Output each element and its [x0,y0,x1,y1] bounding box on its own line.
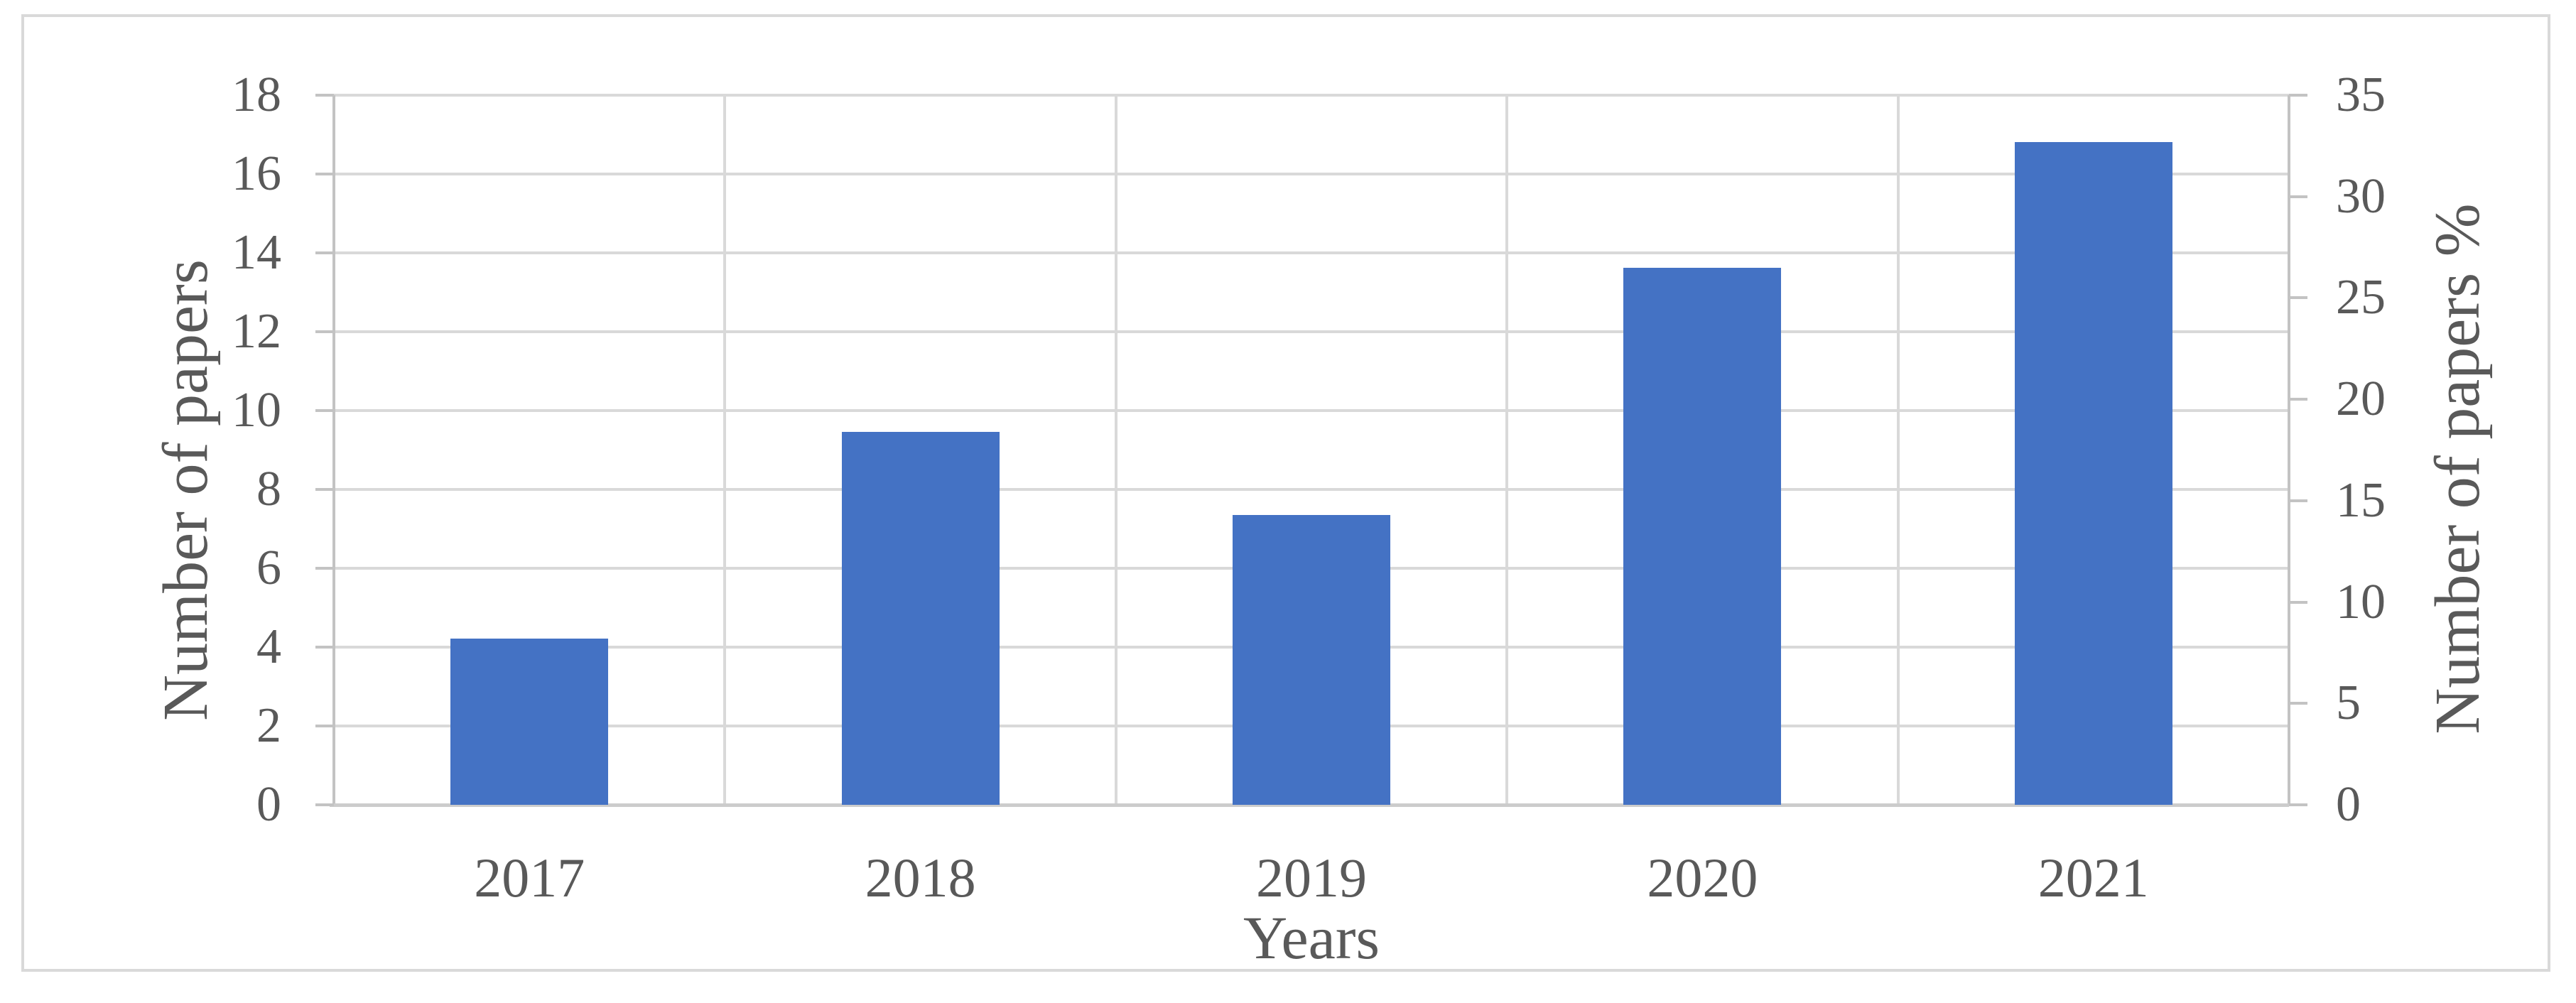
v-gridline [723,95,727,805]
left-y-axis-tick [315,251,334,254]
right-y-axis-tick [2289,398,2307,401]
right-y-axis-tick [2289,803,2307,806]
left-y-axis-tick [315,94,334,97]
bar-2021 [2014,141,2172,805]
x-axis-tick-label: 2020 [1647,847,1758,909]
v-gridline [1505,95,1509,805]
left-y-axis-tick [315,725,334,727]
x-axis-tick-label: 2018 [865,847,976,909]
left-y-axis-tick-label: 14 [232,225,281,280]
right-y-axis-tick-label: 20 [2336,372,2386,427]
right-y-axis-tick [2289,600,2307,604]
left-y-axis-tick-label: 16 [232,146,281,201]
left-y-axis-tick-label: 0 [256,777,281,832]
h-gridline [334,488,2289,491]
h-gridline [334,173,2289,175]
v-gridline [1896,95,1900,805]
x-axis-tick-label: 2021 [2037,847,2149,909]
right-y-axis-tick [2289,195,2307,198]
left-y-axis-tick-label: 12 [232,304,281,359]
x-axis-title: Years [1243,904,1380,972]
left-y-axis-tick [315,567,334,570]
x-axis-tick-label: 2019 [1256,847,1367,909]
v-gridline [1114,95,1117,805]
right-y-axis-tick [2289,702,2307,705]
left-y-axis-tick-label: 10 [232,383,281,438]
x-axis-line [330,803,2289,807]
left-y-axis-tick [315,803,334,806]
left-y-axis-tick-label: 6 [256,541,281,595]
right-y-axis-tick [2289,499,2307,502]
h-gridline [334,251,2289,254]
h-gridline [334,94,2289,97]
left-y-axis-tick [315,173,334,175]
right-y-axis-tick-label: 30 [2336,168,2386,224]
x-axis-tick-label: 2017 [474,847,585,909]
right-y-axis-tick-label: 35 [2336,67,2386,122]
left-y-axis-tick [315,488,334,491]
left-y-axis-tick [315,409,334,412]
left-y-axis-tick-label: 8 [256,462,281,516]
left-y-axis-tick-label: 18 [232,67,281,122]
right-y-axis-tick-label: 5 [2336,676,2361,731]
bar-2019 [1233,514,1390,805]
right-y-axis-line [2288,95,2290,805]
h-gridline [334,409,2289,412]
right-y-axis-tick-label: 10 [2336,574,2386,629]
left-y-axis-line [332,95,335,805]
right-y-axis-tick [2289,94,2307,97]
bar-2020 [1623,267,1782,805]
left-y-axis-tick-label: 2 [256,698,281,753]
right-y-axis-tick [2289,296,2307,300]
left-y-axis-tick [315,646,334,649]
right-y-axis-tick-label: 25 [2336,270,2386,325]
right-y-axis-tick-label: 0 [2336,777,2361,832]
right-y-axis-tick-label: 15 [2336,472,2386,528]
plot-area: 0 2 4 6 8 10 12 14 16 18 0 5 10 15 20 25 30 35 2017 2018 201… [232,67,2386,909]
left-y-axis-tick [315,330,334,333]
bar-2018 [841,431,1000,805]
bar-2017 [450,638,609,805]
left-y-axis-tick-label: 4 [256,619,281,674]
h-gridline [334,330,2289,333]
